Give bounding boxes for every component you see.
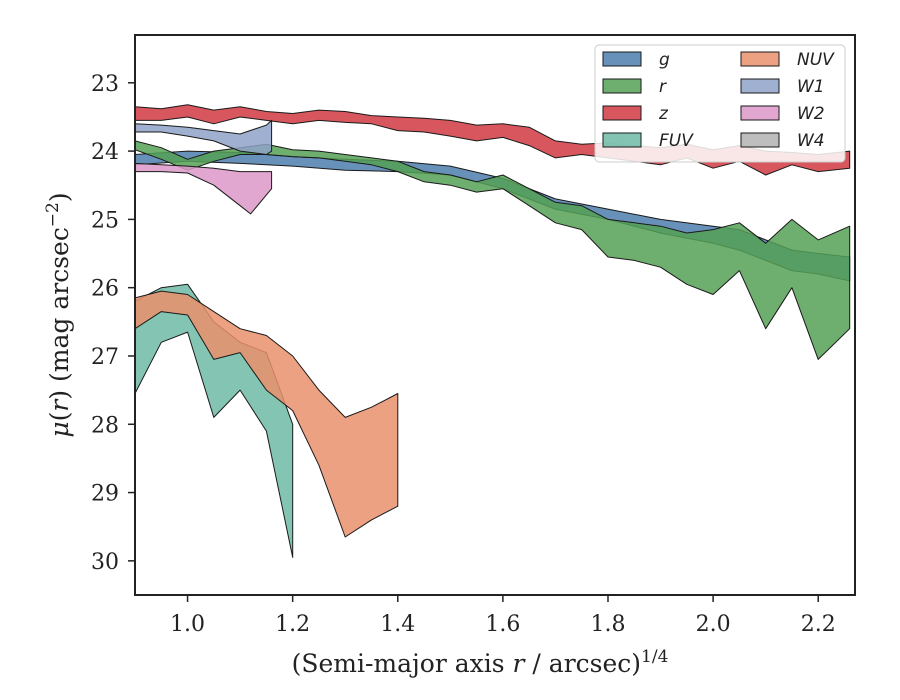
x-axis: 1.0 1.2 1.4 1.6 1.8 2.0 2.2 [170,595,836,637]
plot-frame [134,34,856,596]
legend-label-r: r [659,77,667,97]
legend-label-w1: W1 [797,77,825,97]
x-axis-label: (Semi-major axis r / arcsec)1/4 [292,647,669,678]
series-band-nuv [135,290,399,538]
legend-label-fuv: FUV [659,131,694,151]
x-tick-label: 1.4 [380,612,415,637]
y-tick-label: 24 [91,140,119,165]
legend-swatch-w4 [740,132,780,148]
y-tick-label: 30 [91,550,119,575]
y-tick-label: 27 [91,345,119,370]
legend-swatch-fuv [602,132,642,148]
legend-label-z: z [658,104,669,124]
y-tick-label: 26 [91,277,119,302]
series-band-w2 [135,162,273,215]
y-tick-label: 28 [91,413,119,438]
legend: grz FUV NUV W1 W2 W4 [594,44,846,163]
legend-label-g: g [659,50,670,70]
y-axis-label: μ(r) (mag arcsec−2) [43,192,74,437]
y-tick-label: 29 [91,482,119,507]
legend-label-w2: W2 [797,104,825,124]
legend-swatch-z [602,105,642,121]
series-band-w1 [135,119,273,155]
legend-frame [594,44,846,163]
x-tick-label: 1.0 [170,612,205,637]
legend-swatch-r [602,78,642,94]
y-axis: 23 24 25 26 27 28 29 30 [91,72,135,575]
legend-swatch-w2 [740,105,780,121]
x-tick-label: 1.2 [275,612,310,637]
series-layer [135,104,851,558]
series-band-r [135,140,851,360]
x-tick-label: 1.6 [485,612,520,637]
legend-label-nuv: NUV [797,50,835,70]
x-tick-label: 2.0 [696,612,731,637]
x-tick-label: 1.8 [590,612,625,637]
legend-swatch-g [602,51,642,67]
legend-swatch-w1 [740,78,780,94]
y-tick-label: 23 [91,72,119,97]
legend-swatch-nuv [740,51,780,67]
legend-label-w4: W4 [797,131,825,151]
y-tick-label: 25 [91,208,119,233]
x-tick-label: 2.2 [801,612,836,637]
